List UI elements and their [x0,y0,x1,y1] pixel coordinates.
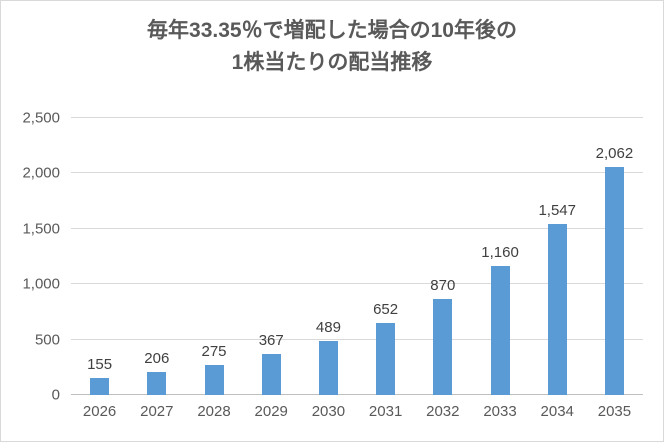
bar-value-label: 206 [144,350,170,368]
bar-column: 870 [414,118,471,395]
bar-value-label: 870 [430,276,456,294]
bar-value-label: 1,547 [538,201,576,219]
gridline [71,283,643,285]
y-tick-label: 1,000 [22,275,60,293]
bar-column: 155 [71,118,128,395]
bar-value-label: 155 [87,355,113,373]
bar [547,223,567,395]
gridline [71,338,643,340]
x-tick-label: 2033 [483,403,517,420]
bar [147,372,167,395]
y-tick-label: 2,500 [22,109,60,127]
gridline [71,172,643,174]
bar-value-label: 1,160 [481,244,519,262]
bar [318,340,338,395]
bar [261,354,281,395]
y-tick-label: 2,000 [22,164,60,182]
x-axis-line [71,394,643,395]
bar-value-label: 367 [258,332,284,350]
bar-value-label: 489 [315,318,341,336]
bar [490,266,510,395]
bar-column: 275 [185,118,242,395]
gridline [71,117,643,118]
x-tick-label: 2027 [140,403,174,420]
bar-column: 367 [243,118,300,395]
chart-title-line-2: 1株当たりの配当推移 [231,51,433,74]
x-tick-label: 2028 [197,403,231,420]
bar-column: 652 [357,118,414,395]
bar-column: 1,547 [529,118,586,395]
x-tick-label: 2035 [597,403,632,420]
bar [433,298,453,395]
x-axis-labels: 2026 2027 2028 2029 2030 2031 2032 2033 2034 2035 [71,403,643,420]
x-tick-label: 2031 [368,403,403,420]
bar-value-label: 2,062 [595,144,634,162]
y-tick-label: 0 [51,386,60,404]
bar-value-label: 652 [373,300,399,318]
x-tick-label: 2034 [540,403,574,420]
chart-title-line-1: 毎年33.35％で増配した場合の10年後の [147,19,517,42]
bar [376,322,396,395]
x-tick-label: 2032 [426,403,460,420]
bars-row: 155 206 275 367 489 652 870 1,160 1,547 2,062 [71,118,643,395]
gridline [71,227,643,229]
x-tick-label: 2030 [311,403,346,420]
y-tick-label: 500 [34,331,60,349]
bar-value-label: 275 [201,342,227,360]
y-tick-label: 1,500 [22,220,60,238]
bar-column: 489 [300,118,357,395]
bar-column: 206 [128,118,185,395]
bar [204,364,224,395]
x-tick-label: 2026 [82,403,117,420]
chart-title: 毎年33.35％で増配した場合の10年後の 1株当たりの配当推移 [1,15,663,79]
bar [604,166,624,395]
x-tick-label: 2029 [254,403,288,420]
bar-column: 1,160 [471,118,528,395]
plot-area: 0 500 1,000 1,500 2,000 2,500 155 206 275 367 489 6… [22,110,643,420]
bar [90,377,110,395]
bar-column: 2,062 [586,118,643,395]
